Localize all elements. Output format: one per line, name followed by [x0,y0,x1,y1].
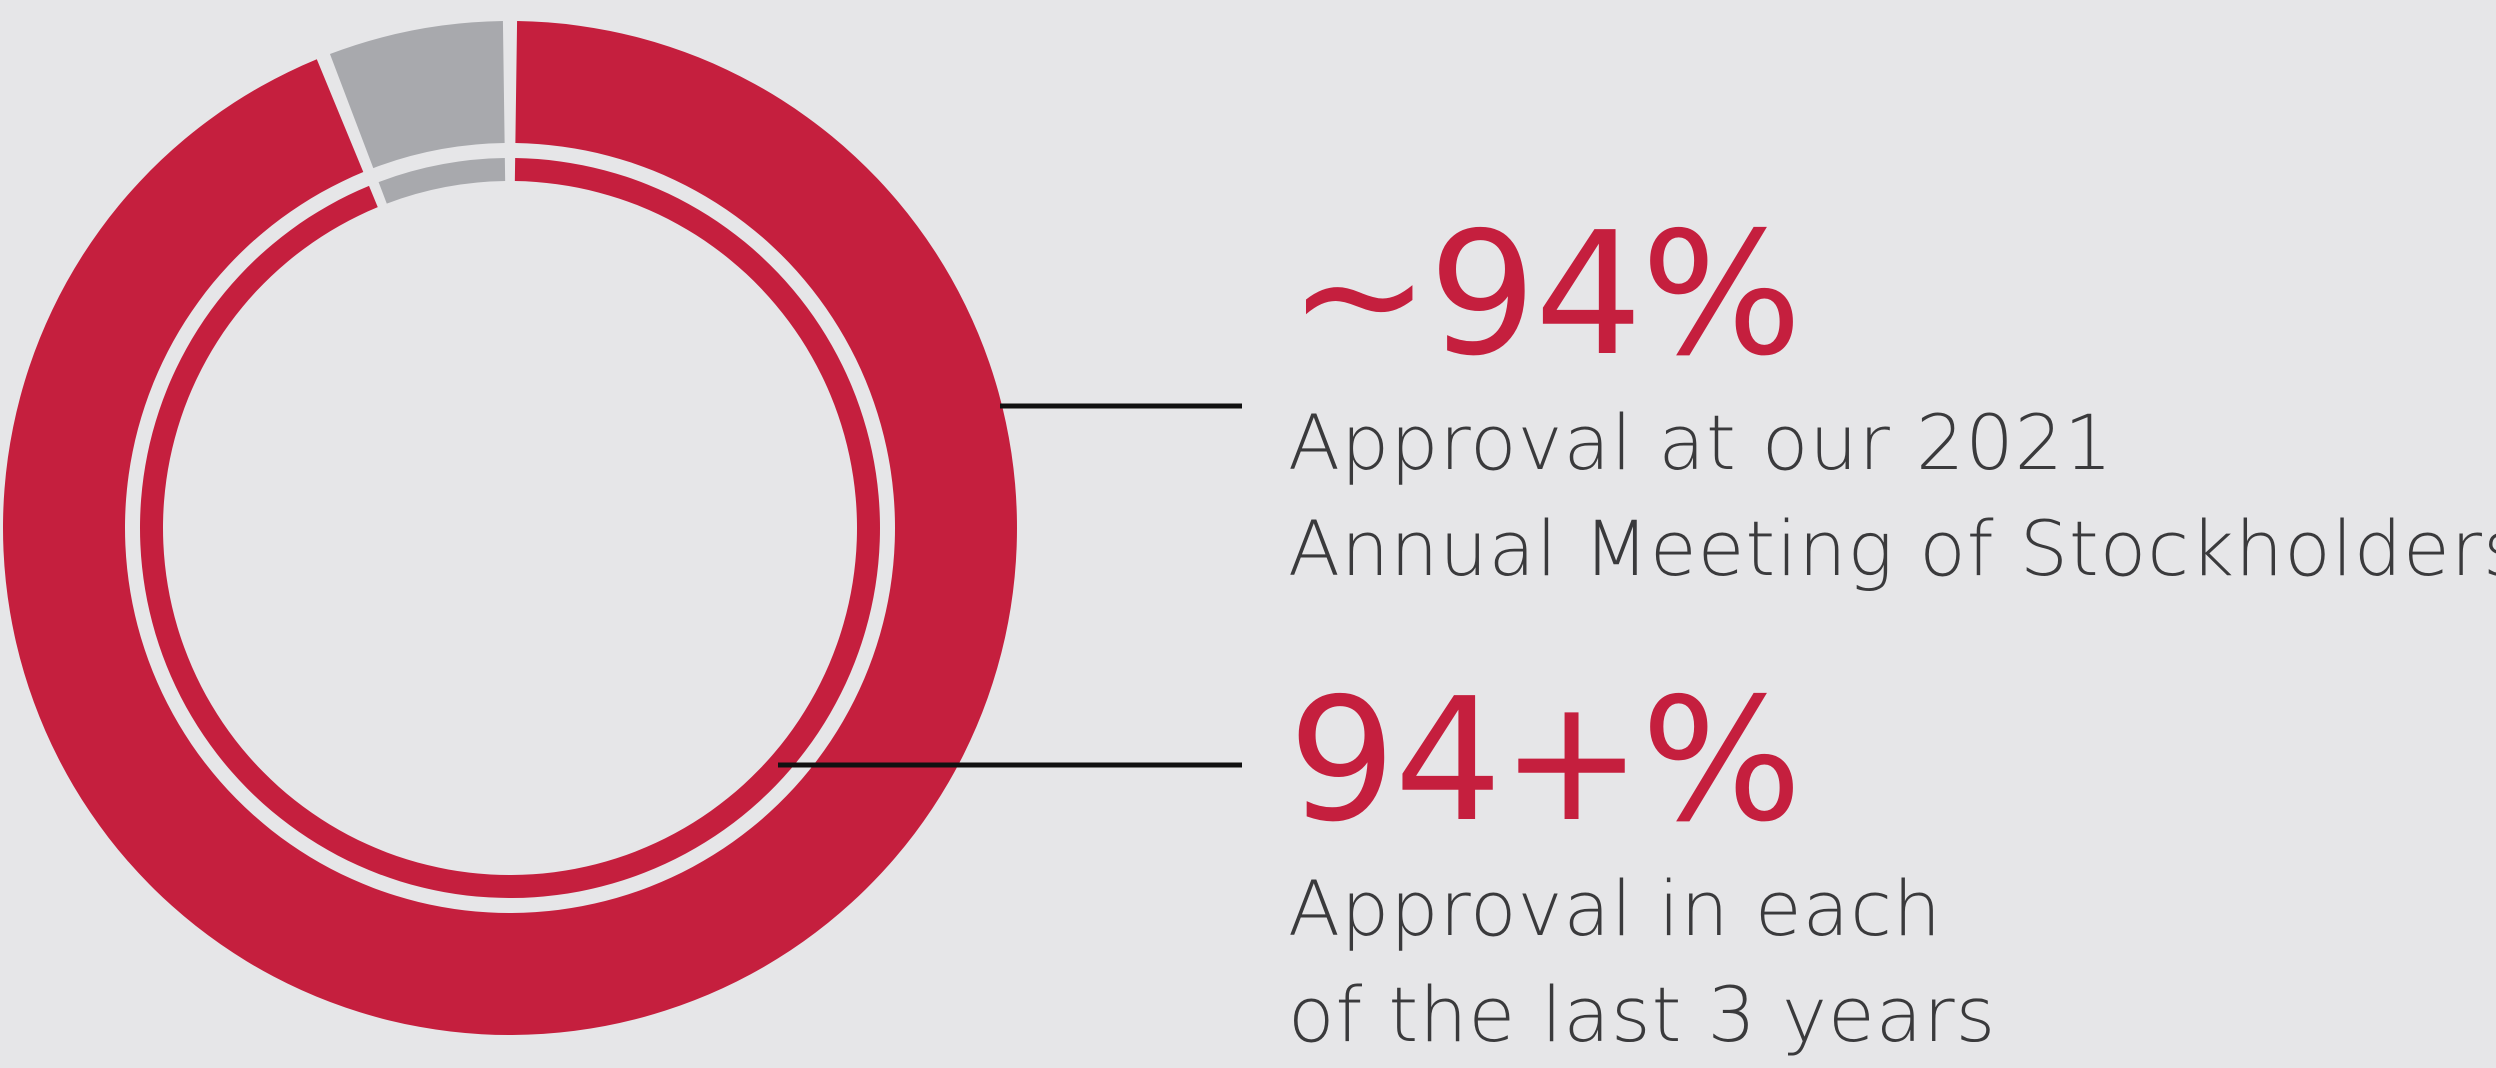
stat-outer-label-line2: Annual Meeting of Stockholders [1288,504,2496,593]
stat-inner-value: 94+% [1288,662,1802,860]
stat-inner-label-line1: Approval in each [1288,864,1943,953]
inner-ring [139,158,880,898]
inner-ring-slice-other [378,158,506,204]
stat-outer-label: Approval at our 2021 Annual Meeting of S… [1288,390,2496,602]
stat-inner-label-line2: of the last 3 years [1288,970,1997,1059]
inner-ring-slice-approval [139,158,880,898]
stat-outer-label-line1: Approval at our 2021 [1288,398,2114,487]
stat-inner-label: Approval in each of the last 3 years [1288,856,1996,1068]
outer-ring [2,21,1018,1035]
outer-ring-slice-other [329,21,505,169]
stat-outer-value: ~94% [1288,196,1802,394]
